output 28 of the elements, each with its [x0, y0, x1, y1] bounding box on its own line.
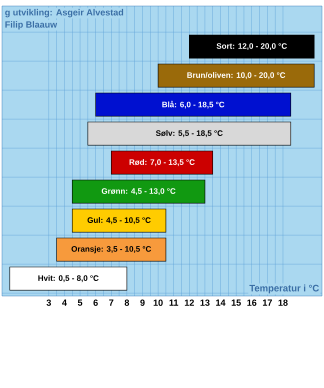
x-tick-label: 5 [78, 300, 82, 306]
x-axis-title: Temperatur i °C [249, 284, 319, 294]
x-tick-label: 4 [62, 300, 67, 306]
x-tick-label: 12 [184, 300, 194, 306]
bar [88, 122, 292, 146]
x-tick-label: 9 [140, 300, 145, 306]
x-tick-label: 11 [170, 300, 178, 306]
x-tick-label: 17 [262, 300, 272, 306]
bar [72, 208, 166, 233]
bar [95, 92, 292, 116]
bar [10, 266, 128, 291]
bar [56, 238, 166, 262]
bar [72, 180, 206, 204]
bar [158, 64, 314, 88]
x-tick-label: 13 [200, 300, 210, 306]
annotation: g utvikling: Asgeir Alvestad [5, 8, 124, 18]
x-tick-label: 10 [154, 300, 163, 306]
bar [110, 150, 214, 174]
x-tick-label: 16 [247, 300, 256, 306]
x-tick-label: 15 [232, 300, 241, 306]
x-tick-label: 8 [124, 300, 130, 306]
x-tick-label: 7 [109, 300, 114, 306]
bar [189, 34, 314, 58]
x-tick-label: 18 [278, 300, 288, 306]
x-tick-label: 3 [46, 300, 51, 306]
x-tick-label: 6 [93, 300, 98, 306]
annotation: Filip Blaauw [5, 21, 58, 30]
x-tick-label: 14 [216, 300, 226, 306]
